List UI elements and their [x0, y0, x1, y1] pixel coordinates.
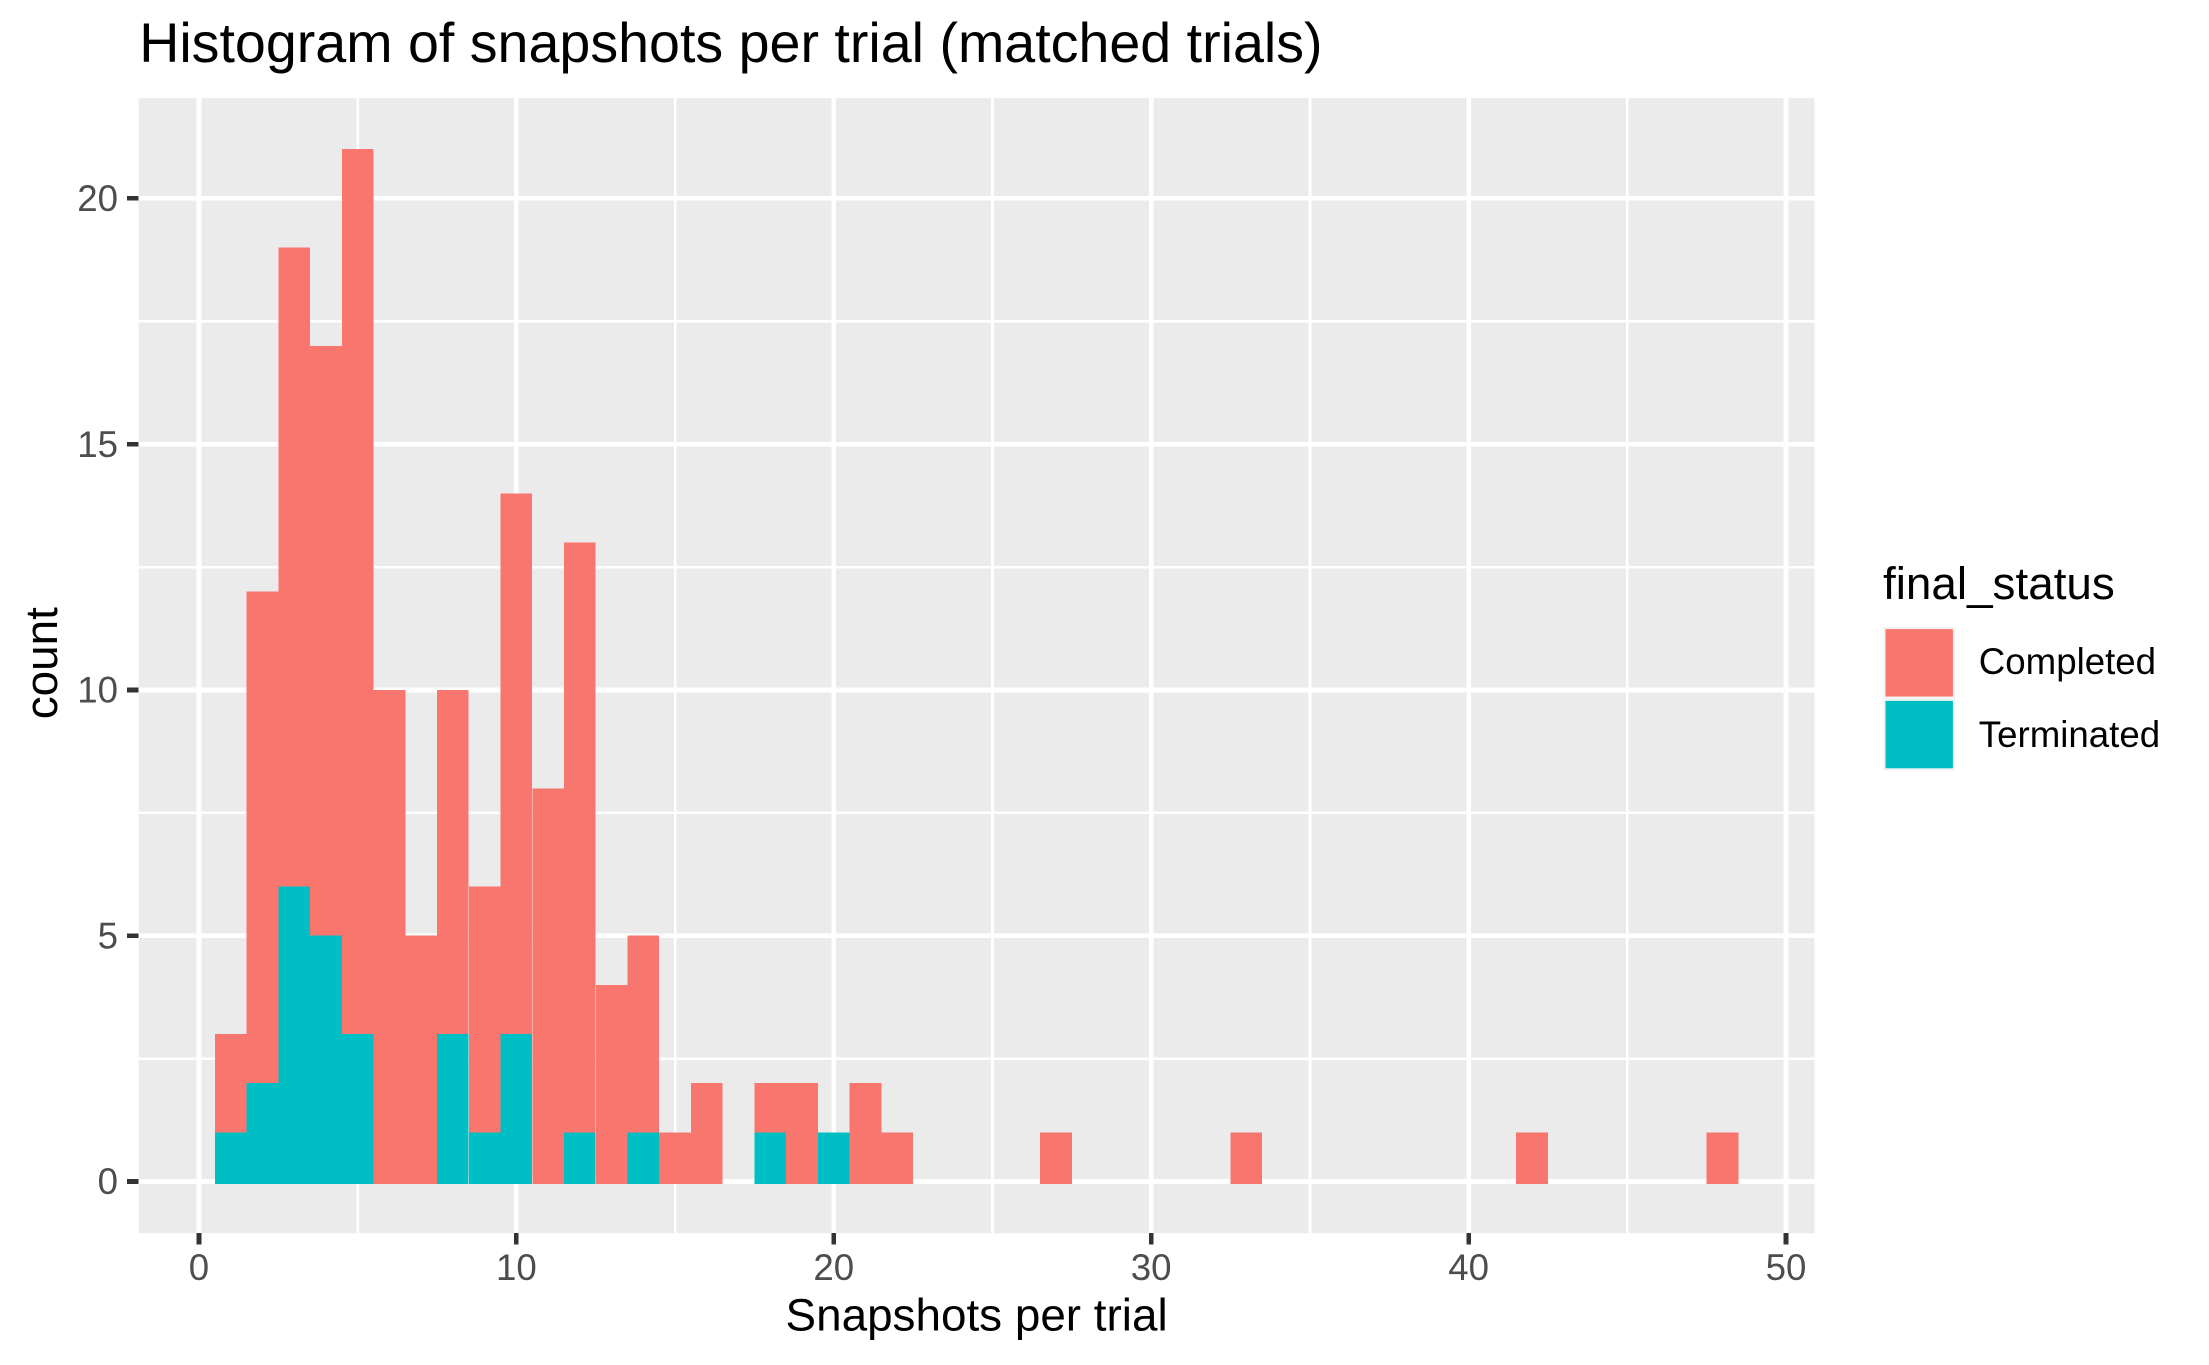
svg-text:50: 50 [1766, 1247, 1807, 1288]
svg-text:20: 20 [813, 1247, 854, 1288]
svg-text:Completed: Completed [1979, 641, 2156, 682]
svg-text:Snapshots per trial: Snapshots per trial [786, 1290, 1168, 1341]
svg-text:15: 15 [77, 424, 118, 465]
svg-text:0: 0 [189, 1247, 209, 1288]
svg-text:30: 30 [1131, 1247, 1172, 1288]
svg-text:count: count [16, 607, 67, 719]
svg-text:final_status: final_status [1883, 558, 2115, 609]
svg-text:0: 0 [98, 1161, 118, 1202]
svg-text:Histogram of snapshots per tri: Histogram of snapshots per trial (matche… [139, 12, 1322, 74]
svg-text:10: 10 [77, 670, 118, 711]
svg-text:40: 40 [1448, 1247, 1489, 1288]
svg-text:Terminated: Terminated [1979, 714, 2160, 755]
svg-text:10: 10 [496, 1247, 537, 1288]
svg-text:5: 5 [98, 915, 118, 956]
svg-text:20: 20 [77, 178, 118, 219]
